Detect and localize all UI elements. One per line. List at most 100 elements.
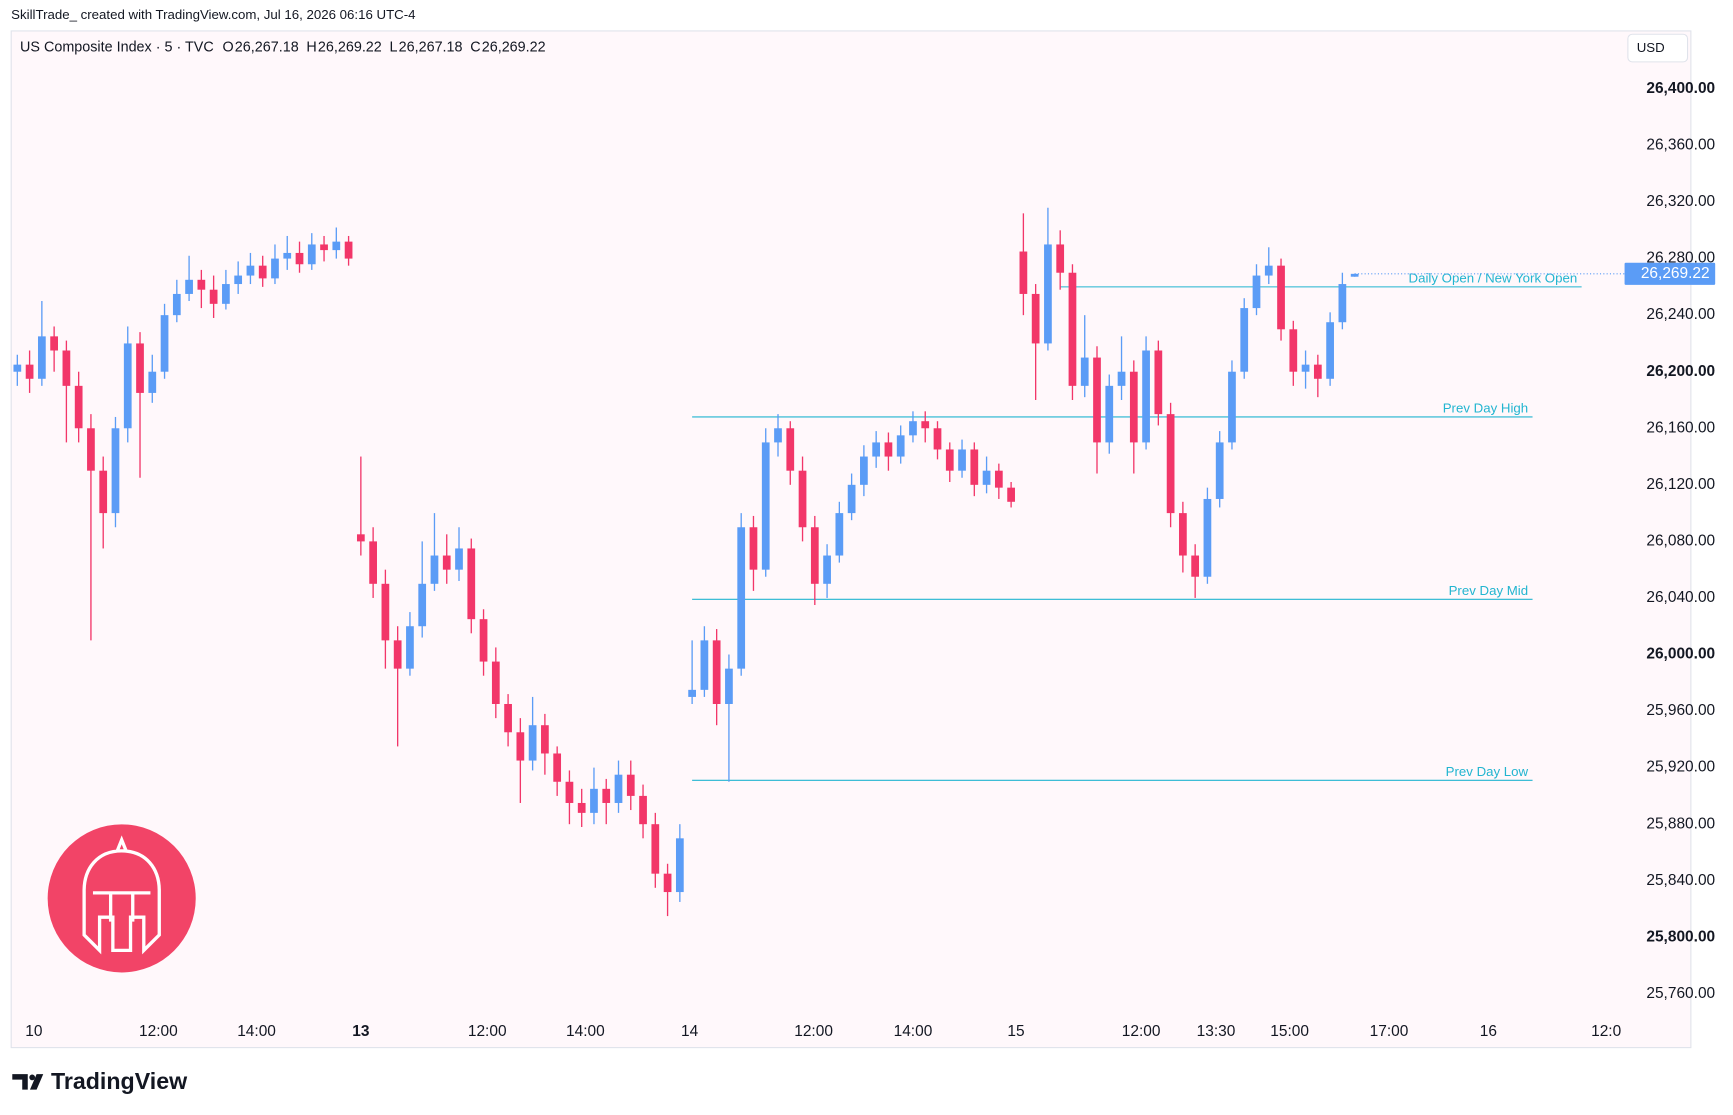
candle-body [798, 470, 807, 528]
candle-body [663, 873, 672, 893]
candle-body [320, 244, 328, 251]
candle-body [1154, 350, 1163, 415]
x-tick-label: 14:00 [894, 1023, 933, 1040]
x-tick-label: 13 [352, 1023, 370, 1040]
candle-body [1313, 364, 1322, 379]
candle-body [13, 364, 22, 372]
ohlc-key: H [306, 39, 316, 55]
last-price-tag [1624, 262, 1716, 285]
candle-body [847, 484, 856, 514]
candle-body [1203, 498, 1212, 577]
x-tick-label: 14:00 [237, 1023, 276, 1040]
candle-body [614, 774, 623, 803]
candle-body [123, 343, 132, 429]
candle-body [442, 555, 451, 570]
candle-body [418, 583, 427, 627]
x-tick-label: 15:00 [1270, 1023, 1309, 1040]
candle-body [197, 279, 206, 290]
y-tick-label: 26,080.00 [1646, 532, 1715, 549]
candle-body [74, 385, 83, 429]
currency-button[interactable] [1627, 33, 1689, 63]
x-tick-label: 12:00 [139, 1023, 178, 1040]
logo [47, 824, 196, 973]
candle-body [356, 534, 365, 542]
candle-body [1240, 308, 1249, 372]
candle-body [1044, 244, 1052, 344]
candle-body [884, 442, 893, 457]
y-tick-label: 26,000.00 [1646, 646, 1715, 663]
y-tick-label: 25,960.00 [1646, 702, 1715, 719]
candle-body [479, 619, 488, 662]
legend: US Composite Index · 5 · TVC O 26,267.18 H 2… [20, 39, 546, 55]
candle-body [994, 470, 1003, 488]
candle-body [1252, 275, 1261, 309]
candle-body [761, 442, 770, 570]
x-tick-label: 13:30 [1197, 1023, 1236, 1040]
candle-body [688, 689, 696, 697]
ohlc-key: O [223, 39, 234, 55]
ohlc-value: 26,267.18 [235, 39, 299, 55]
candle-body [823, 555, 831, 584]
candle-body [1326, 322, 1334, 379]
y-tick-label: 26,320.00 [1646, 193, 1715, 210]
candle-body [467, 548, 476, 620]
candle-body [565, 781, 574, 803]
candle-body [1215, 442, 1224, 499]
candle-body [725, 668, 733, 704]
candle-body [1166, 414, 1175, 514]
candle-body [541, 725, 549, 754]
candle-body [602, 788, 611, 803]
y-tick-label: 26,040.00 [1646, 589, 1715, 606]
ohlc-key: L [390, 39, 398, 55]
y-tick-label: 26,160.00 [1646, 419, 1715, 436]
candle-body [860, 456, 868, 485]
candle-body [307, 244, 316, 265]
ohlc-value: 26,269.22 [482, 39, 546, 55]
candle-body [111, 428, 120, 514]
candle-body [872, 442, 881, 457]
candle-body [749, 527, 758, 570]
ohlc-value: 26,267.18 [399, 39, 463, 55]
candle-body [1179, 513, 1187, 556]
candle-body [1277, 265, 1285, 330]
y-tick-label: 26,200.00 [1646, 363, 1715, 380]
y-tick-label: 26,240.00 [1646, 306, 1715, 323]
candle-body [896, 435, 905, 457]
candle-body [455, 548, 463, 570]
candle-body [1117, 371, 1126, 386]
candle-body [516, 732, 525, 761]
candle-body [1093, 357, 1101, 443]
y-tick-label: 25,840.00 [1646, 872, 1715, 889]
candle-body [25, 364, 34, 379]
x-tick-label: 12:0 [1591, 1023, 1621, 1040]
candle-body [295, 252, 304, 265]
candle-body [786, 428, 795, 471]
y-tick-label: 26,120.00 [1646, 476, 1715, 493]
x-tick-label: 12:00 [1122, 1023, 1161, 1040]
last-price-label: 26,269.22 [1641, 265, 1710, 282]
candle-body [810, 527, 819, 584]
candle-body [1228, 371, 1236, 443]
brand: TradingView [51, 1068, 188, 1094]
x-tick-label: 15 [1007, 1023, 1024, 1040]
y-tick-label: 25,920.00 [1646, 759, 1715, 776]
candle-body [271, 258, 279, 279]
candle-body [626, 774, 635, 796]
ohlc-key: C [470, 39, 480, 55]
candle-body [675, 838, 684, 893]
candle-body [528, 725, 537, 761]
candle-body [172, 293, 181, 316]
candle-body [430, 555, 439, 584]
candle-body [700, 640, 709, 690]
level-label: Prev Day High [1443, 401, 1528, 416]
currency[interactable]: USD [1637, 40, 1665, 55]
candle-body [1142, 350, 1150, 443]
candle-body [234, 275, 243, 285]
y-tick-label: 26,280.00 [1646, 250, 1715, 267]
candle-body [504, 703, 512, 733]
y-tick-label: 26,400.00 [1646, 80, 1715, 97]
candle-body [590, 788, 598, 813]
candle-body [406, 626, 414, 669]
candle-body [1191, 555, 1200, 577]
